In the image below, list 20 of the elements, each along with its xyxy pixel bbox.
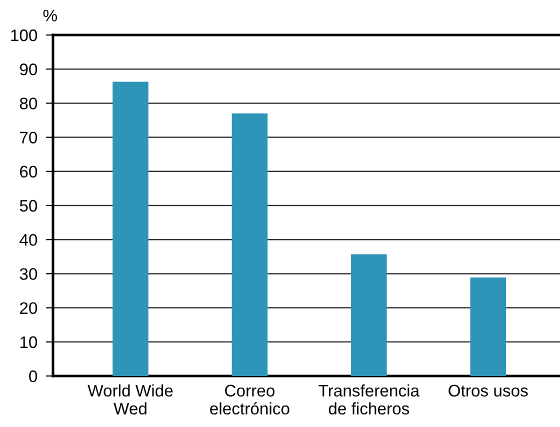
x-tick-label: Transferencia de ficheros	[318, 384, 420, 415]
x-tick-label: World Wide Wed	[88, 384, 173, 415]
y-axis-title: %	[43, 10, 57, 22]
y-tick-label: 0	[29, 370, 38, 382]
y-tick-label: 70	[20, 132, 38, 144]
x-tick-label: Otros usos	[448, 384, 528, 397]
y-tick-label: 10	[20, 336, 38, 348]
y-tick-label: 80	[20, 98, 38, 110]
y-tick-label: 50	[20, 200, 38, 212]
x-tick-label: Correo electrónico	[210, 384, 290, 415]
bar	[112, 82, 148, 376]
y-tick-label: 20	[20, 302, 38, 314]
bar	[470, 277, 506, 376]
y-tick-label: 30	[20, 268, 38, 280]
y-tick-label: 60	[20, 166, 38, 178]
y-tick-label: 90	[20, 64, 38, 76]
bar	[232, 113, 268, 376]
y-tick-label: 40	[20, 234, 38, 246]
y-tick-label: 100	[11, 29, 38, 42]
bar	[351, 254, 387, 376]
